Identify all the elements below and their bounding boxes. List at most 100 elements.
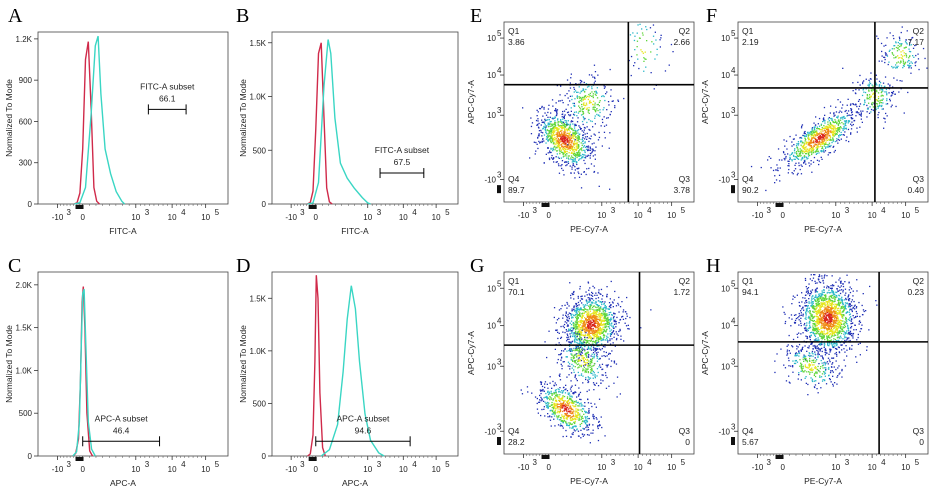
event-dot (620, 338, 622, 340)
event-dot (911, 37, 913, 39)
event-dot (557, 127, 559, 129)
x-tick-exponent: 3 (377, 208, 382, 217)
event-dot (830, 144, 832, 147)
event-dot (574, 359, 576, 362)
event-dot (583, 119, 585, 121)
event-dot (559, 94, 561, 96)
event-dot (810, 148, 812, 150)
event-dot (587, 356, 589, 358)
event-dot (578, 135, 580, 137)
event-dot (593, 299, 595, 302)
event-dot (566, 330, 568, 332)
event-dot (800, 127, 803, 129)
event-dot (585, 96, 587, 99)
x-tick-exponent: 4 (647, 206, 652, 215)
event-dot (575, 149, 577, 151)
event-dot (572, 415, 574, 418)
event-dot (573, 111, 576, 113)
event-dot (850, 133, 852, 135)
x-tick-label: 10 (131, 465, 140, 474)
event-dot (821, 158, 823, 160)
event-dot (561, 350, 563, 352)
event-dot (912, 55, 914, 57)
event-dot (885, 54, 887, 56)
event-dot (602, 311, 604, 313)
event-dot (878, 102, 881, 104)
x-tick-label: 10 (363, 465, 372, 474)
event-dot (560, 157, 562, 159)
event-dot (845, 128, 847, 130)
event-dot (571, 354, 573, 356)
event-dot (572, 159, 574, 161)
event-dot (584, 142, 586, 144)
event-dot (586, 136, 588, 138)
event-dot (588, 348, 590, 350)
event-dot (902, 55, 904, 57)
event-dot (568, 152, 570, 154)
event-dot (568, 328, 570, 330)
event-dot (855, 111, 857, 113)
event-dot (572, 160, 574, 162)
event-dot (588, 96, 590, 98)
event-dot (811, 127, 814, 129)
event-dot (577, 353, 579, 355)
event-dot (589, 322, 591, 324)
event-dot (577, 345, 579, 347)
event-dot (574, 331, 577, 333)
event-dot (650, 72, 652, 74)
event-dot (568, 90, 570, 92)
event-dot (836, 133, 838, 135)
event-dot (570, 107, 572, 109)
event-dot (540, 392, 542, 395)
event-dot (558, 419, 561, 421)
event-dot (881, 50, 883, 53)
event-dot (604, 346, 606, 348)
event-dot (830, 131, 832, 134)
event-dot (800, 136, 802, 139)
event-dot (529, 157, 531, 159)
event-dot (567, 324, 569, 326)
event-dot (581, 109, 583, 111)
event-dot (551, 393, 553, 395)
event-dot (597, 326, 599, 328)
event-dot (795, 152, 798, 154)
event-dot (581, 98, 583, 100)
event-dot (615, 326, 617, 328)
event-dot (587, 149, 589, 152)
event-dot (591, 361, 593, 364)
event-dot (574, 177, 576, 179)
event-dot (564, 389, 566, 391)
event-dot (892, 90, 895, 93)
event-dot (564, 400, 566, 402)
event-dot (636, 40, 639, 42)
event-dot (586, 421, 588, 423)
event-dot (791, 152, 793, 154)
event-dot (572, 418, 574, 421)
event-dot (646, 28, 648, 31)
event-dot (554, 412, 556, 414)
event-dot (807, 157, 809, 159)
event-dot (799, 148, 801, 150)
event-dot (807, 148, 809, 150)
event-dot (572, 135, 575, 137)
y-axis-label: Normalized To Mode (238, 325, 248, 403)
event-dot (573, 154, 575, 156)
event-dot (833, 115, 835, 117)
event-dot (572, 164, 574, 166)
event-dot (561, 404, 564, 406)
event-dot (804, 147, 806, 149)
event-dot (593, 324, 595, 327)
event-dot (602, 328, 604, 330)
event-dot (826, 146, 828, 148)
event-dot (807, 134, 809, 136)
event-dot (586, 411, 588, 414)
event-dot (547, 116, 549, 118)
event-dot (877, 92, 880, 94)
y-tick-label: 1.5K (16, 324, 33, 333)
event-dot (592, 96, 594, 99)
event-dot (586, 329, 588, 331)
x-tick-label: 0 (314, 465, 319, 474)
event-dot (561, 116, 563, 118)
event-dot (565, 108, 567, 110)
event-dot (610, 95, 612, 97)
